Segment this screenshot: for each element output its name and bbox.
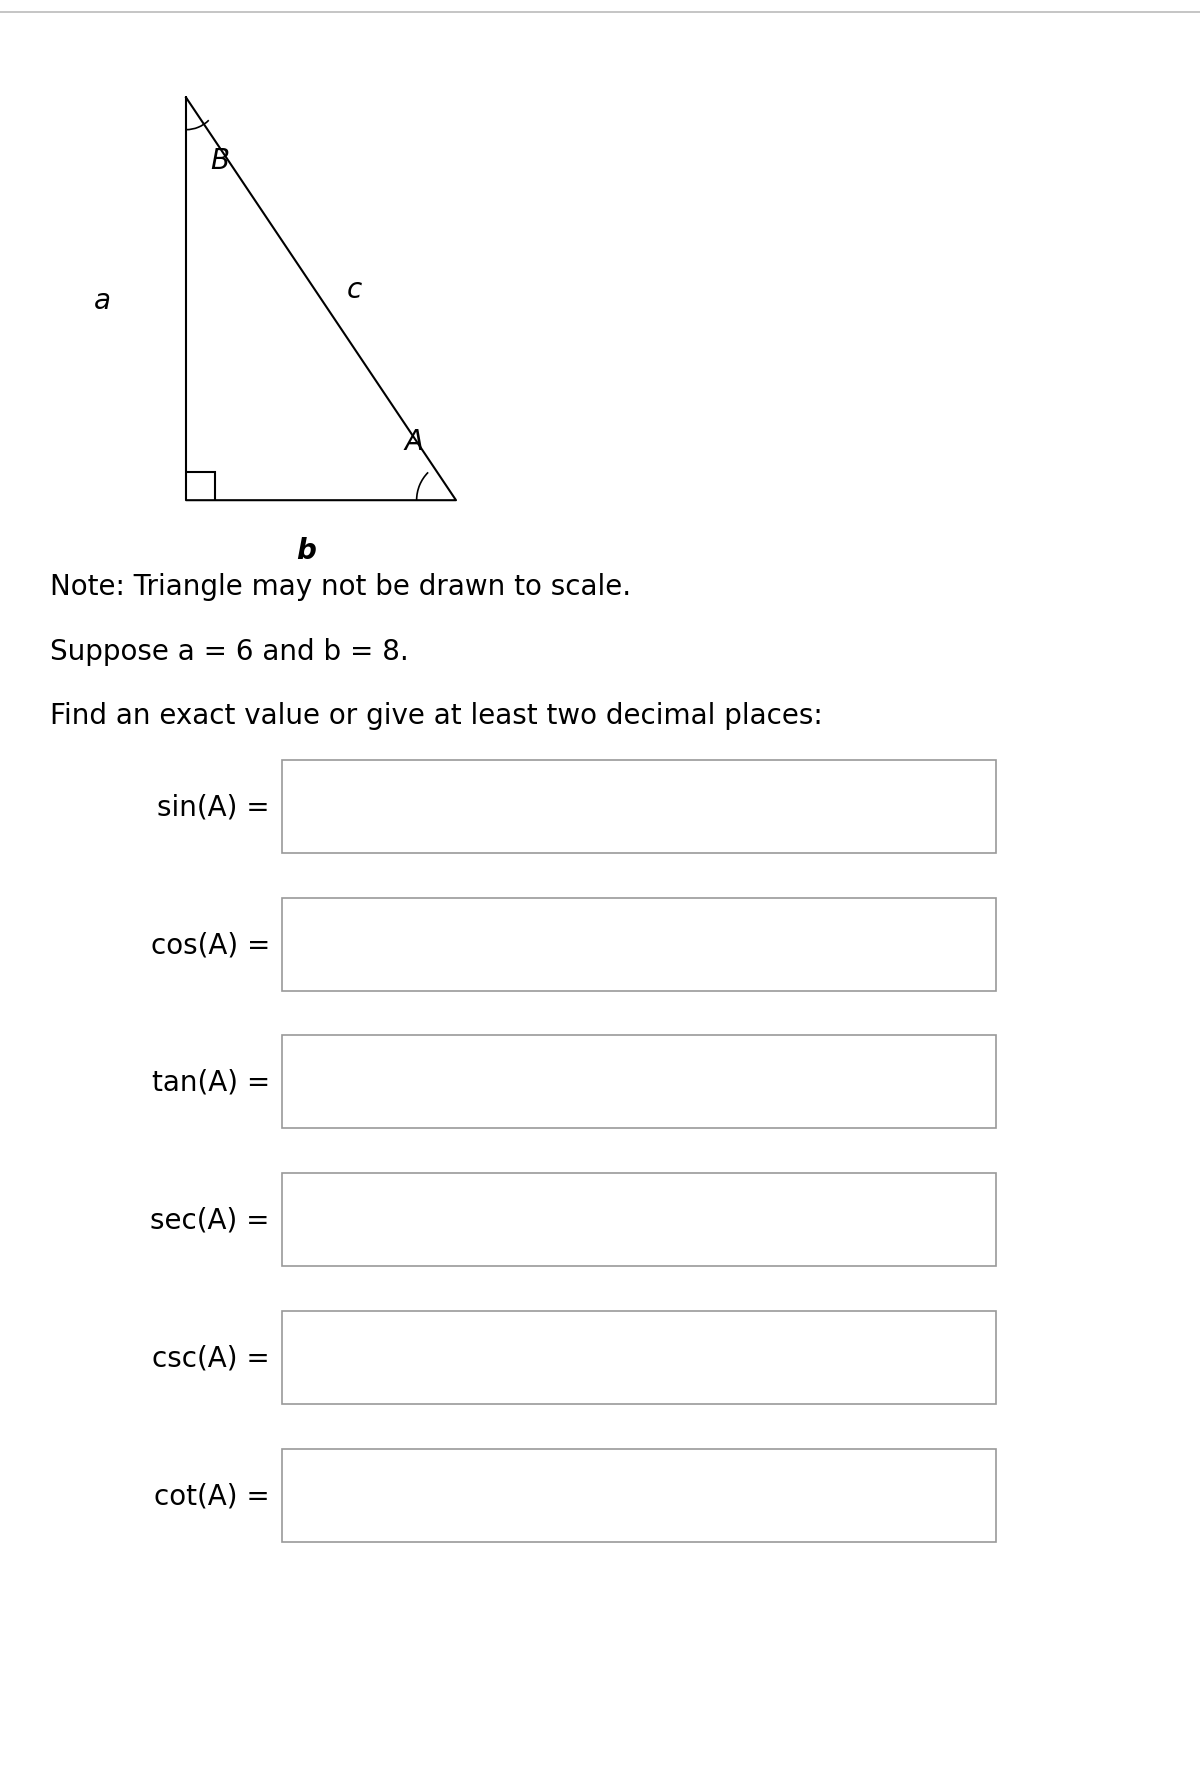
Text: cos(A) =: cos(A) = xyxy=(151,930,270,959)
Bar xyxy=(282,898,996,991)
Text: sec(A) =: sec(A) = xyxy=(150,1206,270,1234)
Bar xyxy=(282,1036,996,1129)
Text: a: a xyxy=(94,286,110,315)
Bar xyxy=(282,1449,996,1542)
Text: cot(A) =: cot(A) = xyxy=(155,1481,270,1510)
Text: A: A xyxy=(404,428,424,456)
Bar xyxy=(282,760,996,853)
Text: tan(A) =: tan(A) = xyxy=(151,1068,270,1097)
Text: Suppose a = 6 and b = 8.: Suppose a = 6 and b = 8. xyxy=(50,637,409,666)
Text: csc(A) =: csc(A) = xyxy=(152,1344,270,1372)
Text: b: b xyxy=(296,537,316,565)
Bar xyxy=(282,1311,996,1404)
Text: B: B xyxy=(210,147,229,175)
Text: sin(A) =: sin(A) = xyxy=(157,793,270,821)
Text: Note: Triangle may not be drawn to scale.: Note: Triangle may not be drawn to scale… xyxy=(50,572,631,601)
Bar xyxy=(282,1174,996,1267)
Text: c: c xyxy=(347,276,361,304)
Text: Find an exact value or give at least two decimal places:: Find an exact value or give at least two… xyxy=(50,701,823,730)
